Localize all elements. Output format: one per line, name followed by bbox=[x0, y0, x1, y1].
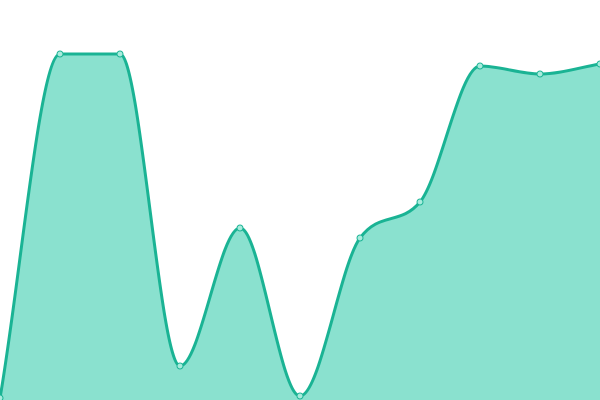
series-line bbox=[0, 52, 600, 399]
data-point-0[interactable] bbox=[0, 394, 4, 400]
data-point-8[interactable] bbox=[476, 62, 484, 70]
data-point-10[interactable] bbox=[596, 60, 600, 68]
data-point-2[interactable] bbox=[116, 50, 124, 58]
data-point-9[interactable] bbox=[536, 70, 544, 78]
data-point-1[interactable] bbox=[56, 50, 64, 58]
data-point-5[interactable] bbox=[296, 392, 304, 400]
data-point-6[interactable] bbox=[356, 234, 364, 242]
data-point-4[interactable] bbox=[236, 224, 244, 232]
data-point-3[interactable] bbox=[176, 362, 184, 370]
plot-area bbox=[0, 50, 600, 400]
data-point-7[interactable] bbox=[416, 198, 424, 206]
series-area-fill bbox=[0, 54, 600, 400]
